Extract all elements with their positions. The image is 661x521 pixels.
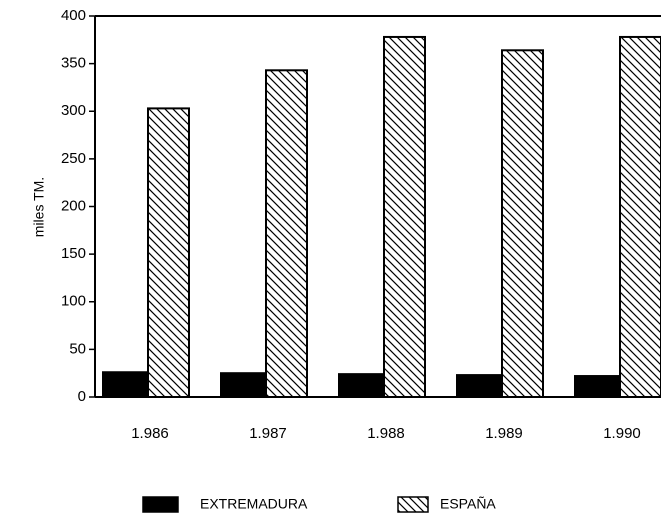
legend-label: ESPAÑA	[440, 496, 496, 512]
legend-label: EXTREMADURA	[200, 496, 308, 512]
bar	[147, 107, 190, 399]
y-tick-label: 100	[61, 293, 86, 310]
bar	[220, 372, 267, 398]
bar	[501, 49, 544, 398]
x-tick-label: 1.990	[603, 425, 641, 442]
y-tick-label: 50	[69, 340, 86, 357]
y-axis-label: miles TM.	[31, 177, 47, 237]
bar	[102, 371, 149, 398]
y-tick-label: 0	[78, 388, 86, 405]
bar	[383, 35, 426, 399]
bar	[456, 374, 503, 398]
x-tick-label: 1.987	[249, 425, 287, 442]
x-tick-label: 1.988	[367, 425, 405, 442]
legend-swatch	[142, 496, 179, 513]
y-tick-label: 200	[61, 197, 86, 214]
y-tick-label: 350	[61, 55, 86, 72]
bar	[265, 69, 308, 398]
y-tick-label: 150	[61, 245, 86, 262]
legend-swatch	[397, 496, 429, 513]
bar	[619, 35, 661, 399]
bar	[338, 373, 385, 399]
bar	[574, 375, 621, 399]
x-tick-label: 1.986	[131, 425, 169, 442]
y-tick-label: 300	[61, 102, 86, 119]
y-tick-label: 250	[61, 150, 86, 167]
y-tick-label: 400	[61, 7, 86, 24]
x-tick-label: 1.989	[485, 425, 523, 442]
